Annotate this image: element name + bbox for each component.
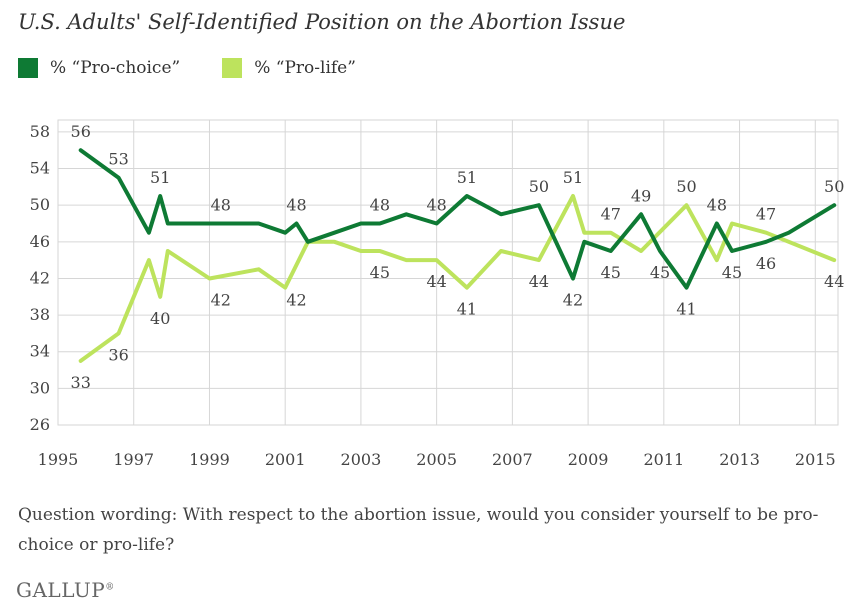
y-tick-label: 42 — [30, 268, 50, 287]
y-tick-label: 26 — [30, 415, 50, 434]
y-tick-label: 38 — [30, 305, 50, 324]
data-label-pro-life: 36 — [108, 345, 128, 364]
y-tick-label: 58 — [30, 122, 50, 141]
x-tick-label: 2013 — [719, 450, 760, 469]
x-tick-label: 2009 — [568, 450, 609, 469]
data-label-pro-choice: 48 — [211, 195, 231, 214]
data-label-pro-life: 44 — [824, 272, 844, 291]
legend-label-pro-life: % “Pro-life” — [254, 58, 356, 78]
y-tick-label: 50 — [30, 195, 50, 214]
y-tick-label: 34 — [30, 342, 50, 361]
legend-item-pro-life: % “Pro-life” — [222, 58, 356, 78]
data-labels: 56 53 51 48 48 48 48 51 50 45 49 41 48 46 50 33 36 40 42 42… — [71, 122, 845, 392]
data-label-pro-choice: 49 — [631, 186, 651, 205]
data-label-pro-choice: 41 — [676, 300, 696, 319]
y-tick-label: 54 — [30, 159, 50, 178]
legend: % “Pro-choice” % “Pro-life” — [18, 58, 398, 78]
x-tick-label: 1999 — [189, 450, 230, 469]
question-wording-note: Question wording: With respect to the ab… — [18, 505, 819, 555]
y-axis-ticks: 26 30 34 38 42 46 50 54 58 — [30, 122, 50, 434]
gallup-logo: GALLUP® — [16, 578, 115, 602]
data-label-pro-choice: 48 — [286, 195, 306, 214]
legend-swatch-pro-choice — [18, 58, 38, 78]
data-label-pro-choice: 45 — [601, 263, 621, 282]
data-label-pro-choice: 48 — [707, 195, 727, 214]
data-label-pro-life: 50 — [676, 177, 696, 196]
data-label-pro-life: 45 — [370, 263, 390, 282]
data-label-pro-choice: 56 — [71, 122, 91, 141]
x-tick-label: 2011 — [643, 450, 684, 469]
data-label-pro-life: 45 — [650, 263, 670, 282]
data-label-pro-life: 42 — [563, 290, 583, 309]
data-label-pro-life: 51 — [563, 168, 583, 187]
x-tick-label: 2001 — [265, 450, 306, 469]
data-label-pro-choice: 53 — [108, 150, 128, 169]
data-label-pro-choice: 51 — [150, 168, 170, 187]
series-line-pro-life — [78, 194, 837, 363]
legend-label-pro-choice: % “Pro-choice” — [50, 58, 181, 78]
data-label-pro-life: 41 — [457, 300, 477, 319]
x-tick-label: 2007 — [492, 450, 533, 469]
series-line-pro-choice — [78, 148, 837, 290]
data-label-pro-choice: 50 — [529, 177, 549, 196]
data-label-pro-life: 47 — [756, 205, 776, 224]
data-label-pro-choice: 51 — [457, 168, 477, 187]
data-label-pro-life: 33 — [71, 373, 91, 392]
data-label-pro-life: 45 — [722, 263, 742, 282]
brand-registered-mark: ® — [105, 582, 115, 593]
x-axis-ticks: 1995 1997 1999 2001 2003 2005 2007 2009 2011 2013… — [38, 450, 836, 469]
data-label-pro-life: 47 — [601, 205, 621, 224]
data-label-pro-life: 44 — [529, 272, 549, 291]
x-tick-label: 1995 — [38, 450, 79, 469]
chart-title: U.S. Adults' Self-Identified Position on… — [18, 10, 626, 34]
chart-grid — [57, 119, 839, 426]
legend-item-pro-choice: % “Pro-choice” — [18, 58, 180, 78]
x-tick-label: 2005 — [416, 450, 457, 469]
data-label-pro-life: 42 — [211, 290, 231, 309]
data-label-pro-life: 44 — [426, 272, 446, 291]
data-label-pro-life: 40 — [150, 309, 170, 328]
x-tick-label: 1997 — [113, 450, 154, 469]
y-tick-label: 46 — [30, 232, 50, 251]
data-label-pro-choice: 46 — [756, 254, 776, 273]
legend-swatch-pro-life — [222, 58, 243, 78]
x-tick-label: 2003 — [341, 450, 382, 469]
x-tick-label: 2015 — [795, 450, 836, 469]
data-label-pro-life: 42 — [286, 290, 306, 309]
data-label-pro-choice: 50 — [824, 177, 844, 196]
data-label-pro-choice: 48 — [426, 195, 446, 214]
line-chart: 26 30 34 38 42 46 50 54 58 1995 1997 1999 2001 2003 2… — [30, 119, 845, 469]
series-lines — [78, 148, 837, 363]
data-label-pro-choice: 48 — [370, 195, 390, 214]
brand-name: GALLUP — [16, 578, 106, 602]
y-tick-label: 30 — [30, 378, 50, 397]
